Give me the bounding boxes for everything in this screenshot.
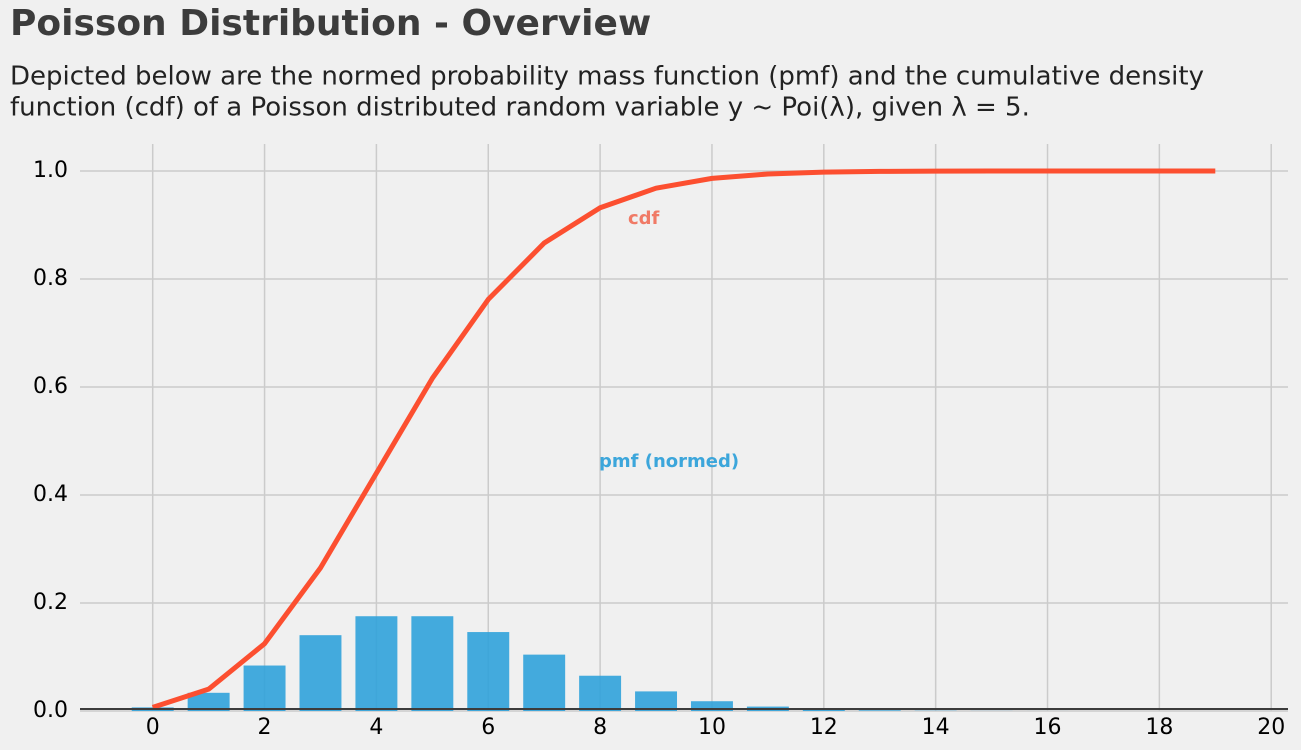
x-tick-label: 16 [1034, 715, 1062, 740]
bar [411, 616, 454, 711]
bar [579, 675, 622, 711]
y-tick-label: 0.0 [33, 698, 68, 723]
x-tick-label: 10 [698, 715, 726, 740]
annotation: cdf [628, 208, 660, 229]
chart-title: Poisson Distribution - Overview [10, 3, 651, 44]
bar [858, 710, 901, 711]
bar [243, 665, 286, 711]
bar [355, 616, 398, 711]
x-tick-label: 8 [593, 715, 607, 740]
x-tick-label: 0 [146, 715, 160, 740]
bar [299, 635, 342, 711]
bar [635, 691, 678, 711]
bar [523, 654, 566, 711]
annotation: pmf (normed) [599, 451, 739, 472]
bar [187, 692, 230, 711]
line [151, 168, 1216, 710]
y-tick-label: 0.8 [33, 266, 68, 291]
x-tick-label: 20 [1257, 715, 1285, 740]
bar [467, 632, 510, 711]
x-tick-label: 4 [369, 715, 383, 740]
bar [802, 709, 845, 711]
subtitle: function (cdf) of a Poisson distributed … [10, 93, 1030, 123]
x-tick-label: 18 [1145, 715, 1173, 740]
y-tick-label: 0.6 [33, 374, 68, 399]
bar [690, 701, 733, 711]
y-tick-label: 0.4 [33, 482, 68, 507]
subtitle: Depicted below are the normed probabilit… [10, 62, 1204, 92]
x-tick-label: 2 [258, 715, 272, 740]
x-tick-label: 14 [922, 715, 950, 740]
y-tick-label: 1.0 [33, 158, 68, 183]
x-tick-label: 6 [481, 715, 495, 740]
y-tick-label: 0.2 [33, 590, 68, 615]
x-tick-label: 12 [810, 715, 838, 740]
